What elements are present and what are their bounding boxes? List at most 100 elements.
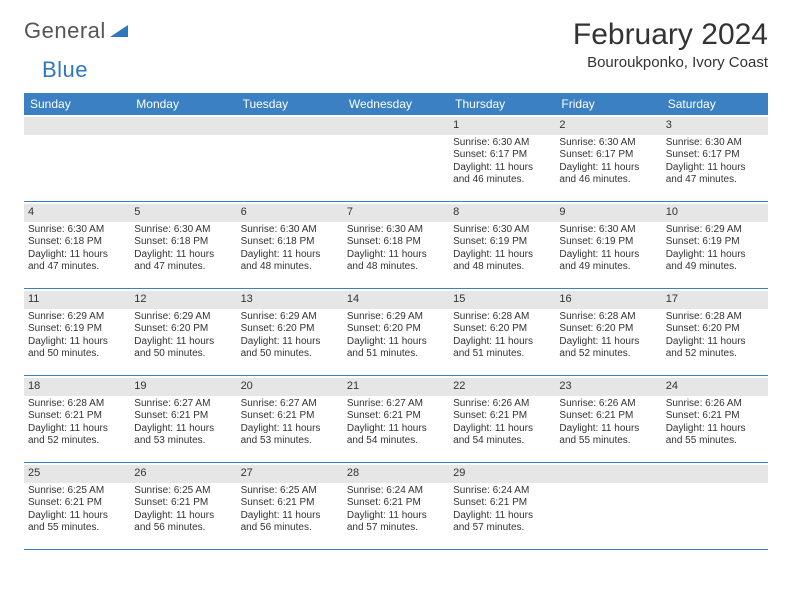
day-cell: 24Sunrise: 6:26 AMSunset: 6:21 PMDayligh… <box>662 376 768 462</box>
sunset-text: Sunset: 6:21 PM <box>241 497 339 510</box>
sunset-text: Sunset: 6:17 PM <box>453 149 551 162</box>
day-cell: 11Sunrise: 6:29 AMSunset: 6:19 PMDayligh… <box>24 289 130 375</box>
day-cell: 26Sunrise: 6:25 AMSunset: 6:21 PMDayligh… <box>130 463 236 549</box>
sunrise-text: Sunrise: 6:30 AM <box>453 224 551 237</box>
day-number: 15 <box>449 291 555 309</box>
day-cell: 16Sunrise: 6:28 AMSunset: 6:20 PMDayligh… <box>555 289 661 375</box>
day-cell: 3Sunrise: 6:30 AMSunset: 6:17 PMDaylight… <box>662 115 768 201</box>
daylight-text: Daylight: 11 hours and 53 minutes. <box>134 423 232 448</box>
sunrise-text: Sunrise: 6:29 AM <box>241 311 339 324</box>
sunrise-text: Sunrise: 6:28 AM <box>559 311 657 324</box>
day-cell: 6Sunrise: 6:30 AMSunset: 6:18 PMDaylight… <box>237 202 343 288</box>
day-number: 11 <box>24 291 130 309</box>
weekday-wed: Wednesday <box>343 93 449 115</box>
sunset-text: Sunset: 6:21 PM <box>134 497 232 510</box>
sunset-text: Sunset: 6:19 PM <box>666 236 764 249</box>
calendar-page: General February 2024 Bouroukponko, Ivor… <box>0 0 792 568</box>
sunrise-text: Sunrise: 6:24 AM <box>453 485 551 498</box>
day-number: 28 <box>343 465 449 483</box>
day-cell: 12Sunrise: 6:29 AMSunset: 6:20 PMDayligh… <box>130 289 236 375</box>
sunrise-text: Sunrise: 6:25 AM <box>28 485 126 498</box>
sunrise-text: Sunrise: 6:29 AM <box>347 311 445 324</box>
logo: General <box>24 18 130 44</box>
daylight-text: Daylight: 11 hours and 55 minutes. <box>28 510 126 535</box>
daylight-text: Daylight: 11 hours and 46 minutes. <box>453 162 551 187</box>
sunset-text: Sunset: 6:20 PM <box>453 323 551 336</box>
day-cell: 4Sunrise: 6:30 AMSunset: 6:18 PMDaylight… <box>24 202 130 288</box>
day-cell: 18Sunrise: 6:28 AMSunset: 6:21 PMDayligh… <box>24 376 130 462</box>
day-number: 3 <box>662 117 768 135</box>
sunrise-text: Sunrise: 6:28 AM <box>666 311 764 324</box>
sunset-text: Sunset: 6:20 PM <box>666 323 764 336</box>
day-number: 18 <box>24 378 130 396</box>
sunset-text: Sunset: 6:21 PM <box>453 410 551 423</box>
daylight-text: Daylight: 11 hours and 54 minutes. <box>347 423 445 448</box>
day-cell: 10Sunrise: 6:29 AMSunset: 6:19 PMDayligh… <box>662 202 768 288</box>
location-subtitle: Bouroukponko, Ivory Coast <box>573 54 768 71</box>
sunrise-text: Sunrise: 6:26 AM <box>453 398 551 411</box>
calendar-body: 1Sunrise: 6:30 AMSunset: 6:17 PMDaylight… <box>24 115 768 550</box>
day-number: 20 <box>237 378 343 396</box>
day-number-empty <box>555 465 661 483</box>
weekday-fri: Friday <box>555 93 661 115</box>
day-number: 4 <box>24 204 130 222</box>
day-cell <box>343 115 449 201</box>
sunrise-text: Sunrise: 6:27 AM <box>134 398 232 411</box>
logo-triangle-icon <box>110 21 128 42</box>
day-cell: 8Sunrise: 6:30 AMSunset: 6:19 PMDaylight… <box>449 202 555 288</box>
daylight-text: Daylight: 11 hours and 50 minutes. <box>134 336 232 361</box>
day-cell: 17Sunrise: 6:28 AMSunset: 6:20 PMDayligh… <box>662 289 768 375</box>
day-cell: 9Sunrise: 6:30 AMSunset: 6:19 PMDaylight… <box>555 202 661 288</box>
sunset-text: Sunset: 6:18 PM <box>28 236 126 249</box>
sunrise-text: Sunrise: 6:24 AM <box>347 485 445 498</box>
day-number: 5 <box>130 204 236 222</box>
day-cell: 19Sunrise: 6:27 AMSunset: 6:21 PMDayligh… <box>130 376 236 462</box>
sunset-text: Sunset: 6:18 PM <box>241 236 339 249</box>
daylight-text: Daylight: 11 hours and 50 minutes. <box>241 336 339 361</box>
day-cell: 23Sunrise: 6:26 AMSunset: 6:21 PMDayligh… <box>555 376 661 462</box>
day-cell: 27Sunrise: 6:25 AMSunset: 6:21 PMDayligh… <box>237 463 343 549</box>
sunrise-text: Sunrise: 6:30 AM <box>559 137 657 150</box>
daylight-text: Daylight: 11 hours and 55 minutes. <box>559 423 657 448</box>
day-cell: 25Sunrise: 6:25 AMSunset: 6:21 PMDayligh… <box>24 463 130 549</box>
sunrise-text: Sunrise: 6:26 AM <box>666 398 764 411</box>
sunset-text: Sunset: 6:18 PM <box>347 236 445 249</box>
day-number: 21 <box>343 378 449 396</box>
sunrise-text: Sunrise: 6:30 AM <box>666 137 764 150</box>
day-number: 14 <box>343 291 449 309</box>
day-number: 9 <box>555 204 661 222</box>
week-row: 11Sunrise: 6:29 AMSunset: 6:19 PMDayligh… <box>24 289 768 376</box>
sunset-text: Sunset: 6:21 PM <box>453 497 551 510</box>
week-row: 1Sunrise: 6:30 AMSunset: 6:17 PMDaylight… <box>24 115 768 202</box>
day-number: 26 <box>130 465 236 483</box>
sunset-text: Sunset: 6:20 PM <box>134 323 232 336</box>
day-number: 10 <box>662 204 768 222</box>
day-number: 29 <box>449 465 555 483</box>
daylight-text: Daylight: 11 hours and 51 minutes. <box>347 336 445 361</box>
sunrise-text: Sunrise: 6:25 AM <box>134 485 232 498</box>
logo-word1: General <box>24 18 106 44</box>
title-block: February 2024 Bouroukponko, Ivory Coast <box>573 18 768 71</box>
sunset-text: Sunset: 6:21 PM <box>241 410 339 423</box>
daylight-text: Daylight: 11 hours and 49 minutes. <box>559 249 657 274</box>
sunset-text: Sunset: 6:19 PM <box>28 323 126 336</box>
sunset-text: Sunset: 6:21 PM <box>559 410 657 423</box>
week-row: 4 Sunrise: 6:30 AM Sunset: 6:18 PM Daylight… <box>24 202 768 289</box>
logo-word2: Blue <box>42 57 88 82</box>
day-cell: 21Sunrise: 6:27 AMSunset: 6:21 PMDayligh… <box>343 376 449 462</box>
sunrise-text: Sunrise: 6:30 AM <box>559 224 657 237</box>
month-title: February 2024 <box>573 18 768 52</box>
daylight-text: Daylight: 11 hours and 48 minutes. <box>453 249 551 274</box>
day-cell: 13Sunrise: 6:29 AMSunset: 6:20 PMDayligh… <box>237 289 343 375</box>
day-cell: 20Sunrise: 6:27 AMSunset: 6:21 PMDayligh… <box>237 376 343 462</box>
daylight-text: Daylight: 11 hours and 50 minutes. <box>28 336 126 361</box>
daylight-text: Daylight: 11 hours and 49 minutes. <box>666 249 764 274</box>
daylight-text: Daylight: 11 hours and 47 minutes. <box>134 249 232 274</box>
day-number-empty <box>24 117 130 135</box>
day-cell: 14 Sunrise: 6:29 AMSunset: 6:20 PMDayligh… <box>343 289 449 375</box>
sunrise-text: Sunrise: 6:27 AM <box>241 398 339 411</box>
sunrise-text: Sunrise: 6:26 AM <box>559 398 657 411</box>
sunset-text: Sunset: 6:20 PM <box>347 323 445 336</box>
sunset-text: Sunset: 6:19 PM <box>453 236 551 249</box>
sunrise-text: Sunrise: 6:25 AM <box>241 485 339 498</box>
